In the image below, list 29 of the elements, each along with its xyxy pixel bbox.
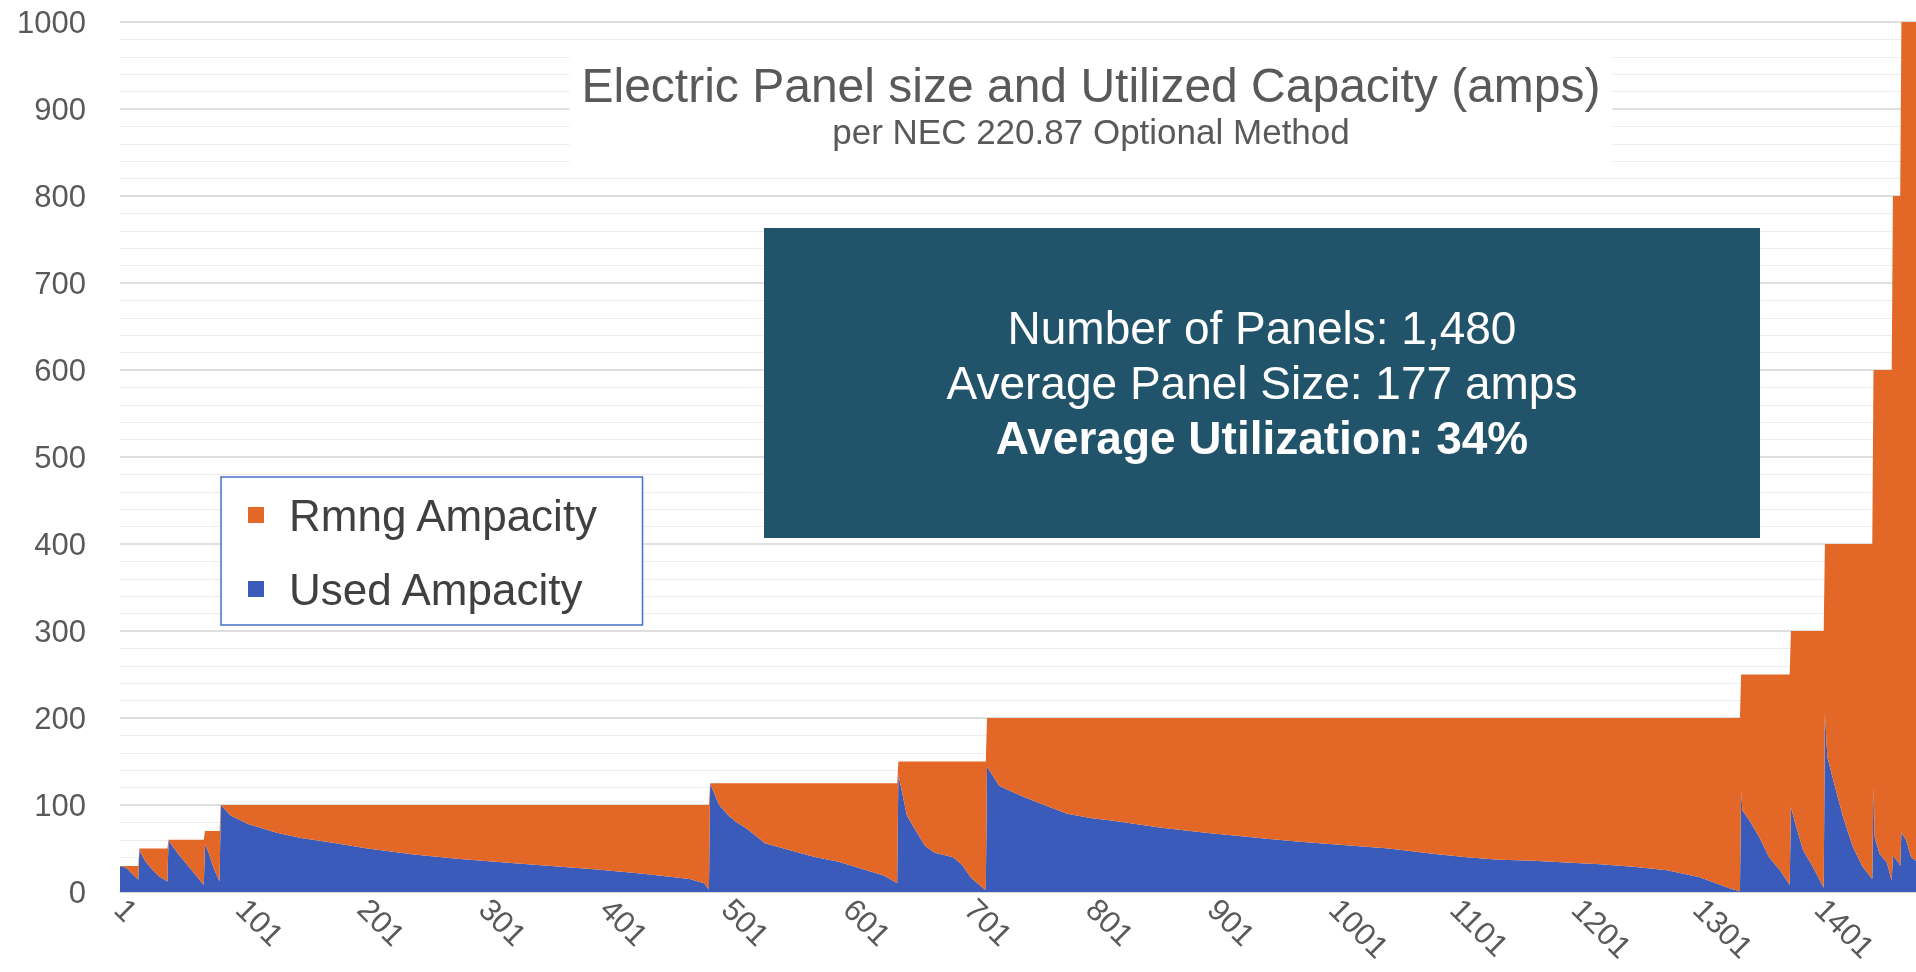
y-tick-label: 900 (34, 91, 86, 127)
y-tick-label: 700 (34, 265, 86, 301)
y-tick-label: 100 (34, 787, 86, 823)
x-tick-label: 1 (107, 891, 145, 929)
x-tick-label: 901 (1200, 891, 1262, 953)
legend-label: Rmng Ampacity (289, 490, 598, 540)
y-tick-label: 400 (34, 526, 86, 562)
y-tick-label: 200 (34, 700, 86, 736)
y-tick-label: 0 (68, 874, 86, 910)
x-tick-label: 101 (229, 891, 291, 953)
annotation: Number of Panels: 1,480 (1007, 300, 1517, 356)
x-tick-label: 701 (957, 891, 1019, 953)
x-tick-label: 401 (593, 891, 655, 953)
x-tick-label: 601 (836, 891, 898, 953)
x-tick-label: 201 (350, 891, 412, 953)
text: per NEC 220.87 Optional Method (831, 112, 1351, 152)
text: Electric Panel size and Utilized Capacity (amps) (581, 59, 1601, 112)
annotation: Average Panel Size: 177 amps (946, 355, 1578, 411)
y-tick-label: 300 (34, 613, 86, 649)
annotation: Average Utilization: 34% (995, 410, 1529, 466)
x-tick-label: 501 (714, 891, 777, 953)
y-tick-label: 800 (34, 178, 86, 214)
x-tick-label: 801 (1079, 891, 1141, 953)
info-panel: Number of Panels: 1,480 Average Panel Size: 177 amps Average Utilization: 34% (764, 228, 1760, 538)
y-tick-label: 600 (34, 352, 86, 388)
legend-label: Used Ampacity (289, 564, 583, 614)
y-tick-label: 500 (34, 439, 86, 475)
x-tick-label: 301 (471, 891, 534, 953)
y-tick-label: 1000 (17, 4, 86, 40)
